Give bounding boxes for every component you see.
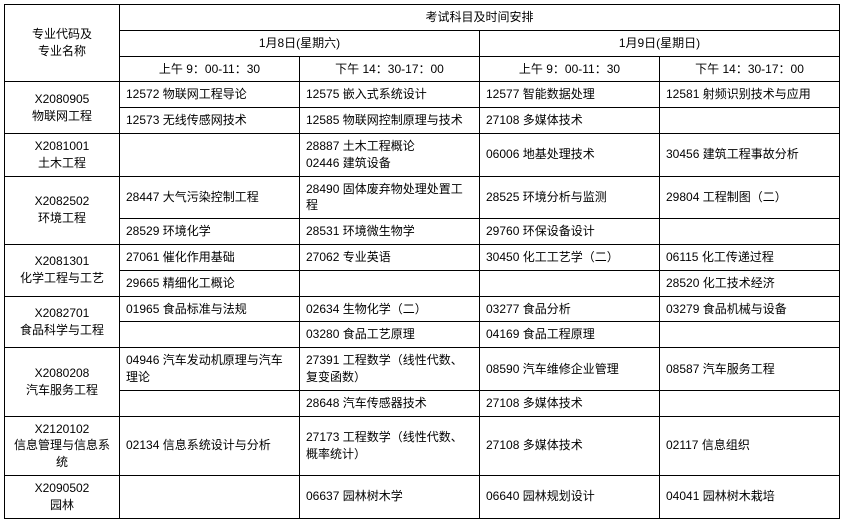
course-cell [120,390,300,416]
course-cell: 04169 食品工程原理 [480,322,660,348]
exam-schedule-table: 专业代码及专业名称 考试科目及时间安排 1月8日(星期六) 1月9日(星期日) … [4,4,840,519]
table-row: X2082502环境工程28447 大气污染控制工程28490 固体废弃物处理处… [5,176,840,219]
course-cell: 28490 固体废弃物处理处置工程 [300,176,480,219]
header-day1-am: 上午 9：00-11：30 [120,56,300,82]
course-cell: 28531 环境微生物学 [300,219,480,245]
course-cell: 04946 汽车发动机原理与汽车理论 [120,348,300,391]
course-cell [120,133,300,176]
major-cell: X2080905物联网工程 [5,82,120,134]
table-row: X2082701食品科学与工程01965 食品标准与法规02634 生物化学（二… [5,296,840,322]
header-major: 专业代码及专业名称 [5,5,120,82]
course-cell [120,475,300,518]
table-row: X2081301化学工程与工艺27061 催化作用基础27062 专业英语304… [5,244,840,270]
header-day2-pm: 下午 14：30-17：00 [660,56,840,82]
course-cell: 27108 多媒体技术 [480,390,660,416]
course-cell: 02134 信息系统设计与分析 [120,416,300,475]
course-cell: 28525 环境分析与监测 [480,176,660,219]
course-cell: 29760 环保设备设计 [480,219,660,245]
major-cell: X2082701食品科学与工程 [5,296,120,348]
course-cell: 28887 土木工程概论02446 建筑设备 [300,133,480,176]
course-cell: 06640 园林规划设计 [480,475,660,518]
course-cell [660,322,840,348]
table-header: 专业代码及专业名称 考试科目及时间安排 1月8日(星期六) 1月9日(星期日) … [5,5,840,82]
course-cell: 06006 地基处理技术 [480,133,660,176]
major-cell: X2120102信息管理与信息系统 [5,416,120,475]
table-row: 28529 环境化学28531 环境微生物学29760 环保设备设计 [5,219,840,245]
table-row: 12573 无线传感网技术12585 物联网控制原理与技术27108 多媒体技术 [5,108,840,134]
header-day2-am: 上午 9：00-11：30 [480,56,660,82]
course-cell: 28648 汽车传感器技术 [300,390,480,416]
table-row: X2090502园林 06637 园林树木学06640 园林规划设计04041 园… [5,475,840,518]
course-cell: 08587 汽车服务工程 [660,348,840,391]
course-cell: 28520 化工技术经济 [660,270,840,296]
course-cell: 28447 大气污染控制工程 [120,176,300,219]
header-day1-pm: 下午 14：30-17：00 [300,56,480,82]
course-cell: 01965 食品标准与法规 [120,296,300,322]
course-cell: 06115 化工传递过程 [660,244,840,270]
header-day2: 1月9日(星期日) [480,30,840,56]
course-cell: 06637 园林树木学 [300,475,480,518]
course-cell: 27173 工程数学（线性代数、概率统计） [300,416,480,475]
course-cell: 12585 物联网控制原理与技术 [300,108,480,134]
table-row: X2120102信息管理与信息系统02134 信息系统设计与分析27173 工程… [5,416,840,475]
course-cell: 27062 专业英语 [300,244,480,270]
course-cell: 12572 物联网工程导论 [120,82,300,108]
major-cell: X2080208汽车服务工程 [5,348,120,416]
course-cell: 03280 食品工艺原理 [300,322,480,348]
table-row: 28648 汽车传感器技术27108 多媒体技术 [5,390,840,416]
course-cell: 12581 射频识别技术与应用 [660,82,840,108]
course-cell: 29804 工程制图（二） [660,176,840,219]
major-cell: X2090502园林 [5,475,120,518]
course-cell: 03279 食品机械与设备 [660,296,840,322]
table-row: X2080905物联网工程12572 物联网工程导论12575 嵌入式系统设计1… [5,82,840,108]
course-cell: 08590 汽车维修企业管理 [480,348,660,391]
table-row: 03280 食品工艺原理04169 食品工程原理 [5,322,840,348]
table-row: X2081001土木工程 28887 土木工程概论02446 建筑设备06006 … [5,133,840,176]
major-cell: X2082502环境工程 [5,176,120,244]
course-cell: 27108 多媒体技术 [480,108,660,134]
major-cell: X2081301化学工程与工艺 [5,244,120,296]
course-cell: 12575 嵌入式系统设计 [300,82,480,108]
course-cell: 12573 无线传感网技术 [120,108,300,134]
course-cell: 30450 化工工艺学（二） [480,244,660,270]
header-day1: 1月8日(星期六) [120,30,480,56]
course-cell [660,390,840,416]
table-row: X2080208汽车服务工程04946 汽车发动机原理与汽车理论27391 工程… [5,348,840,391]
course-cell: 04041 园林树木栽培 [660,475,840,518]
course-cell: 28529 环境化学 [120,219,300,245]
course-cell: 12577 智能数据处理 [480,82,660,108]
course-cell [480,270,660,296]
course-cell [120,322,300,348]
course-cell: 27108 多媒体技术 [480,416,660,475]
major-cell: X2081001土木工程 [5,133,120,176]
course-cell: 03277 食品分析 [480,296,660,322]
course-cell: 27391 工程数学（线性代数、复变函数） [300,348,480,391]
course-cell [660,219,840,245]
course-cell: 30456 建筑工程事故分析 [660,133,840,176]
course-cell: 27061 催化作用基础 [120,244,300,270]
course-cell: 02634 生物化学（二） [300,296,480,322]
header-top: 考试科目及时间安排 [120,5,840,31]
course-cell: 29665 精细化工概论 [120,270,300,296]
course-cell [300,270,480,296]
course-cell [660,108,840,134]
course-cell: 02117 信息组织 [660,416,840,475]
table-row: 29665 精细化工概论 28520 化工技术经济 [5,270,840,296]
table-body: X2080905物联网工程12572 物联网工程导论12575 嵌入式系统设计1… [5,82,840,518]
